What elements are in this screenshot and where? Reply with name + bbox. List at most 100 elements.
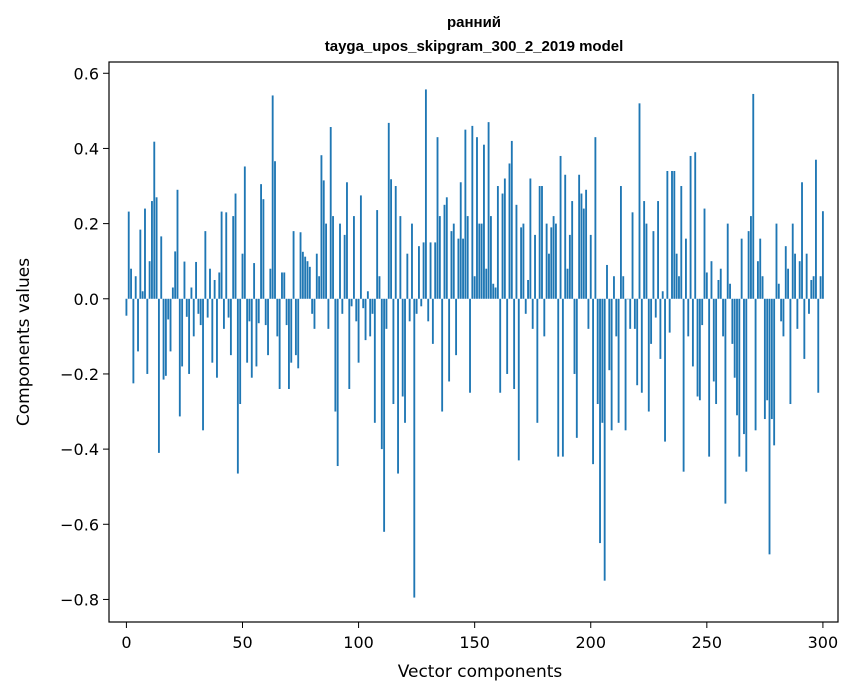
bar-160 bbox=[496, 186, 499, 299]
bar-150 bbox=[473, 276, 476, 299]
bar-7 bbox=[141, 291, 144, 299]
bar-260 bbox=[729, 283, 731, 299]
bar-141 bbox=[452, 223, 455, 299]
bar-32 bbox=[199, 298, 202, 326]
x-axis-label: Vector components bbox=[398, 662, 563, 682]
bar-187 bbox=[559, 155, 562, 299]
bar-48 bbox=[236, 298, 239, 474]
bar-86 bbox=[325, 223, 328, 299]
bar-288 bbox=[794, 253, 796, 299]
bar-53 bbox=[248, 298, 251, 322]
bar-297 bbox=[815, 159, 817, 299]
bar-131 bbox=[429, 242, 432, 299]
bar-143 bbox=[457, 238, 460, 299]
bar-26 bbox=[185, 298, 188, 317]
x-tick-label-1: 50 bbox=[232, 633, 252, 652]
bar-52 bbox=[246, 298, 249, 363]
bar-116 bbox=[394, 186, 397, 299]
bar-133 bbox=[434, 242, 437, 299]
x-tick-label-4: 200 bbox=[575, 633, 606, 652]
bar-195 bbox=[578, 174, 581, 299]
bar-4 bbox=[134, 276, 137, 299]
bar-188 bbox=[561, 298, 564, 457]
bar-39 bbox=[216, 298, 218, 378]
bar-209 bbox=[610, 298, 613, 431]
bar-173 bbox=[527, 279, 529, 299]
bar-74 bbox=[297, 298, 300, 369]
bar-105 bbox=[369, 298, 372, 337]
bar-94 bbox=[343, 234, 346, 299]
bar-31 bbox=[197, 298, 200, 314]
bar-117 bbox=[397, 298, 399, 474]
bar-57 bbox=[257, 298, 260, 324]
bar-268 bbox=[747, 231, 750, 299]
bar-246 bbox=[696, 298, 699, 397]
bar-206 bbox=[603, 298, 606, 581]
bar-38 bbox=[213, 279, 216, 299]
bar-136 bbox=[441, 298, 444, 412]
y-tick-label-7: 0.6 bbox=[74, 64, 99, 83]
bar-272 bbox=[756, 261, 759, 299]
bar-230 bbox=[659, 298, 662, 359]
bar-45 bbox=[229, 298, 232, 356]
bar-156 bbox=[487, 122, 490, 299]
x-tick-label-6: 300 bbox=[808, 633, 839, 652]
bar-281 bbox=[777, 283, 780, 299]
bar-139 bbox=[448, 298, 451, 382]
bar-253 bbox=[712, 298, 715, 382]
bar-295 bbox=[810, 279, 813, 299]
bar-247 bbox=[698, 298, 701, 401]
bar-84 bbox=[320, 155, 323, 299]
bar-171 bbox=[522, 223, 525, 299]
bar-289 bbox=[796, 298, 799, 329]
bar-215 bbox=[624, 298, 627, 431]
bar-181 bbox=[545, 223, 548, 299]
bar-51 bbox=[243, 166, 246, 299]
bar-194 bbox=[575, 298, 578, 438]
bar-43 bbox=[225, 212, 228, 299]
bar-154 bbox=[483, 144, 485, 299]
bar-221 bbox=[638, 103, 641, 299]
bar-10 bbox=[148, 261, 151, 299]
y-tick-label-5: 0.2 bbox=[74, 215, 99, 234]
bar-232 bbox=[664, 298, 666, 442]
bar-92 bbox=[339, 223, 341, 299]
bar-145 bbox=[462, 238, 464, 299]
bar-135 bbox=[438, 216, 441, 299]
bar-180 bbox=[543, 298, 546, 337]
bar-63 bbox=[271, 95, 274, 299]
bar-148 bbox=[469, 298, 471, 393]
bar-81 bbox=[313, 298, 316, 329]
bar-60 bbox=[264, 298, 267, 326]
bar-190 bbox=[566, 268, 569, 299]
bar-280 bbox=[775, 223, 778, 299]
bar-168 bbox=[515, 204, 518, 299]
bar-222 bbox=[640, 298, 643, 393]
bar-208 bbox=[608, 298, 611, 371]
bar-236 bbox=[673, 170, 676, 299]
bar-224 bbox=[645, 223, 648, 299]
bar-0 bbox=[125, 298, 128, 316]
bar-277 bbox=[768, 298, 771, 555]
bar-261 bbox=[731, 298, 734, 344]
bar-47 bbox=[234, 193, 237, 299]
bar-241 bbox=[685, 238, 687, 299]
bar-205 bbox=[601, 298, 604, 423]
bar-115 bbox=[392, 298, 395, 405]
bar-204 bbox=[599, 298, 601, 544]
bar-142 bbox=[455, 298, 458, 356]
bar-83 bbox=[318, 276, 321, 299]
bar-220 bbox=[636, 298, 639, 386]
bar-68 bbox=[283, 272, 286, 299]
bar-75 bbox=[299, 232, 302, 299]
bar-16 bbox=[162, 298, 165, 380]
bar-161 bbox=[499, 298, 502, 393]
x-tick-label-2: 100 bbox=[343, 633, 374, 652]
chart-title: ранний bbox=[447, 14, 501, 31]
bar-112 bbox=[385, 298, 388, 329]
bar-88 bbox=[329, 127, 332, 299]
bar-102 bbox=[362, 298, 365, 309]
bar-91 bbox=[336, 298, 339, 467]
bar-279 bbox=[773, 298, 776, 446]
bar-237 bbox=[675, 253, 678, 299]
